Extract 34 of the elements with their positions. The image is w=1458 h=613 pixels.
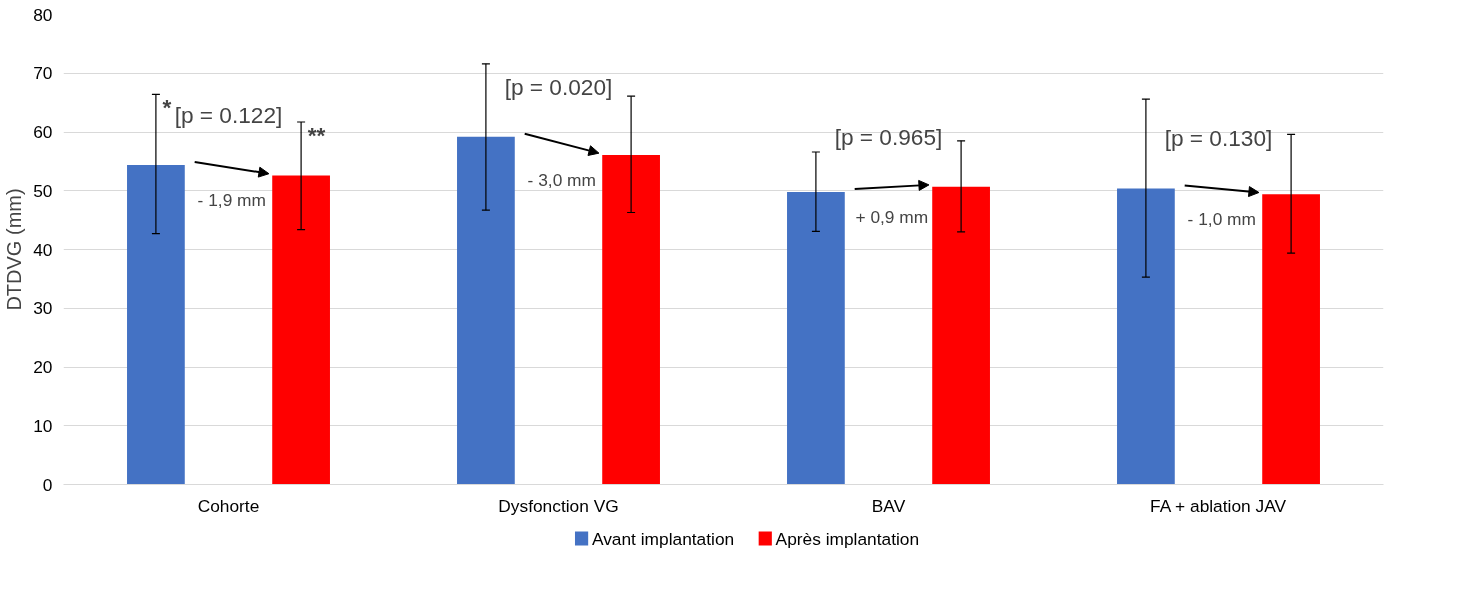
annotation: + 0,9 mm — [855, 206, 929, 227]
bar — [1117, 188, 1175, 485]
x-tick-label: FA + ablation JAV — [1150, 495, 1287, 516]
bar — [932, 186, 990, 485]
y-tick-label: 30 — [33, 298, 53, 319]
annotation: [p = 0.130] — [1164, 125, 1273, 152]
y-axis-title: DTDVG (mm) — [3, 188, 26, 311]
annotation: * — [162, 94, 172, 121]
y-tick-label: 60 — [33, 122, 53, 142]
annotation: [p = 0.965] — [834, 123, 943, 150]
bar — [1262, 194, 1320, 485]
x-tick-label: Cohorte — [197, 495, 260, 516]
y-tick-label: 10 — [33, 415, 53, 436]
annotation: - 3,0 mm — [527, 169, 596, 190]
bar — [457, 136, 515, 485]
bar — [602, 154, 660, 485]
annotation: [p = 0.020] — [504, 73, 613, 100]
bar — [127, 164, 185, 485]
y-tick-label: 20 — [33, 357, 53, 377]
y-tick-label: 50 — [33, 180, 53, 201]
y-tick-label: 80 — [33, 4, 53, 25]
y-tick-label: 40 — [33, 239, 53, 260]
legend-label: Avant implantation — [591, 528, 735, 549]
annotation: - 1,0 mm — [1187, 208, 1256, 229]
annotation: [p = 0.122] — [174, 101, 283, 128]
annotation: ** — [307, 122, 326, 149]
x-tick-label: Dysfonction VG — [498, 495, 619, 516]
x-tick-label: BAV — [871, 495, 906, 516]
bar — [272, 175, 330, 485]
bar — [787, 191, 845, 485]
y-tick-label: 0 — [42, 474, 53, 495]
annotation: - 1,9 mm — [197, 190, 266, 211]
y-tick-label: 70 — [33, 63, 53, 84]
legend-label: Après implantation — [775, 528, 920, 549]
